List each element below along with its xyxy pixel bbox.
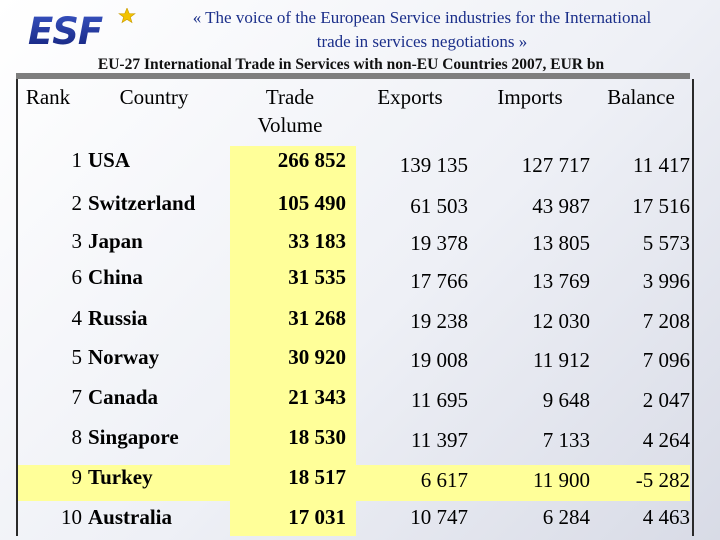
exports-cell: 11 695: [411, 388, 468, 412]
tagline: « The voice of the European Service indu…: [138, 6, 706, 54]
imports-cell: 9 648: [542, 388, 590, 412]
exports-cell: 10 747: [410, 505, 468, 529]
trade-volume-cell: 105 490: [277, 191, 346, 215]
rank-cell: 8: [71, 425, 83, 449]
country-cell: China: [88, 265, 143, 289]
country-cell: Australia: [88, 505, 172, 529]
imports-cell: 13 769: [532, 269, 590, 293]
balance-cell: 4 264: [642, 428, 690, 452]
rank-cell: 5: [71, 345, 83, 369]
header-trade-volume: Trade Volume: [240, 83, 340, 139]
trade-volume-cell: 33 183: [288, 229, 346, 253]
star-icon: [118, 7, 136, 24]
balance-cell: 3 996: [642, 269, 690, 293]
exports-cell: 6 617: [420, 468, 468, 492]
balance-cell: 2 047: [642, 388, 690, 412]
country-cell: Turkey: [88, 465, 153, 489]
header-trade-volume-line-2: Volume: [257, 113, 323, 137]
trade-volume-cell: 30 920: [288, 345, 346, 369]
balance-cell: 17 516: [632, 194, 690, 218]
exports-cell: 139 135: [399, 153, 468, 177]
exports-cell: 11 397: [411, 428, 468, 452]
esf-logo: ESF: [26, 7, 136, 53]
exports-cell: 19 378: [410, 231, 468, 255]
esf-logo-graphic: ESF: [28, 7, 136, 53]
imports-cell: 43 987: [532, 194, 590, 218]
trade-volume-cell: 31 268: [288, 306, 346, 330]
trade-volume-cell: 31 535: [288, 265, 346, 289]
trade-volume-cell: 17 031: [288, 505, 346, 529]
header-balance: Balance: [607, 85, 675, 109]
exports-cell: 17 766: [410, 269, 468, 293]
header-imports: Imports: [497, 85, 563, 109]
balance-cell: 5 573: [642, 231, 690, 255]
imports-cell: 127 717: [521, 153, 590, 177]
trade-volume-cell: 18 517: [288, 465, 346, 489]
table-title: EU-27 International Trade in Services wi…: [97, 56, 605, 73]
turkey-row-highlight: [18, 465, 690, 501]
imports-cell: 12 030: [532, 309, 590, 333]
tagline-line-1: « The voice of the European Service indu…: [192, 8, 652, 27]
rank-cell: 3: [71, 229, 83, 253]
rank-cell: 9: [71, 465, 83, 489]
country-cell: Russia: [88, 306, 148, 330]
balance-cell: 7 208: [642, 309, 690, 333]
exports-cell: 61 503: [410, 194, 468, 218]
logo-text: ESF: [28, 10, 103, 50]
rank-cell: 6: [71, 265, 83, 289]
exports-cell: 19 008: [410, 348, 468, 372]
header-rank: Rank: [25, 85, 71, 109]
trade-volume-cell: 21 343: [288, 385, 346, 409]
balance-cell: 7 096: [642, 348, 690, 372]
rank-cell: 7: [71, 385, 83, 409]
rank-cell: 4: [71, 306, 83, 330]
imports-cell: 6 284: [542, 505, 590, 529]
trade-volume-cell: 18 530: [288, 425, 346, 449]
balance-cell: -5 282: [635, 468, 690, 492]
imports-cell: 7 133: [542, 428, 590, 452]
imports-cell: 11 900: [533, 468, 590, 492]
exports-cell: 19 238: [410, 309, 468, 333]
country-cell: Singapore: [88, 425, 179, 449]
tagline-line-2: trade in services negotiations »: [316, 32, 528, 51]
rank-cell: 2: [71, 191, 83, 215]
header-trade-volume-line-1: Trade: [265, 85, 315, 109]
trade-table: [16, 79, 694, 536]
header-exports: Exports: [377, 85, 443, 109]
country-cell: Switzerland: [88, 191, 196, 215]
balance-cell: 4 463: [642, 505, 690, 529]
balance-cell: 11 417: [633, 153, 690, 177]
rank-cell: 10: [61, 505, 82, 529]
country-cell: USA: [88, 148, 131, 172]
imports-cell: 13 805: [532, 231, 590, 255]
header-country: Country: [119, 85, 189, 109]
rank-cell: 1: [71, 148, 83, 172]
country-cell: Japan: [88, 229, 143, 253]
country-cell: Norway: [88, 345, 160, 369]
title-divider: [16, 73, 690, 79]
country-cell: Canada: [88, 385, 159, 409]
trade-volume-cell: 266 852: [277, 148, 346, 172]
imports-cell: 11 912: [533, 348, 590, 372]
